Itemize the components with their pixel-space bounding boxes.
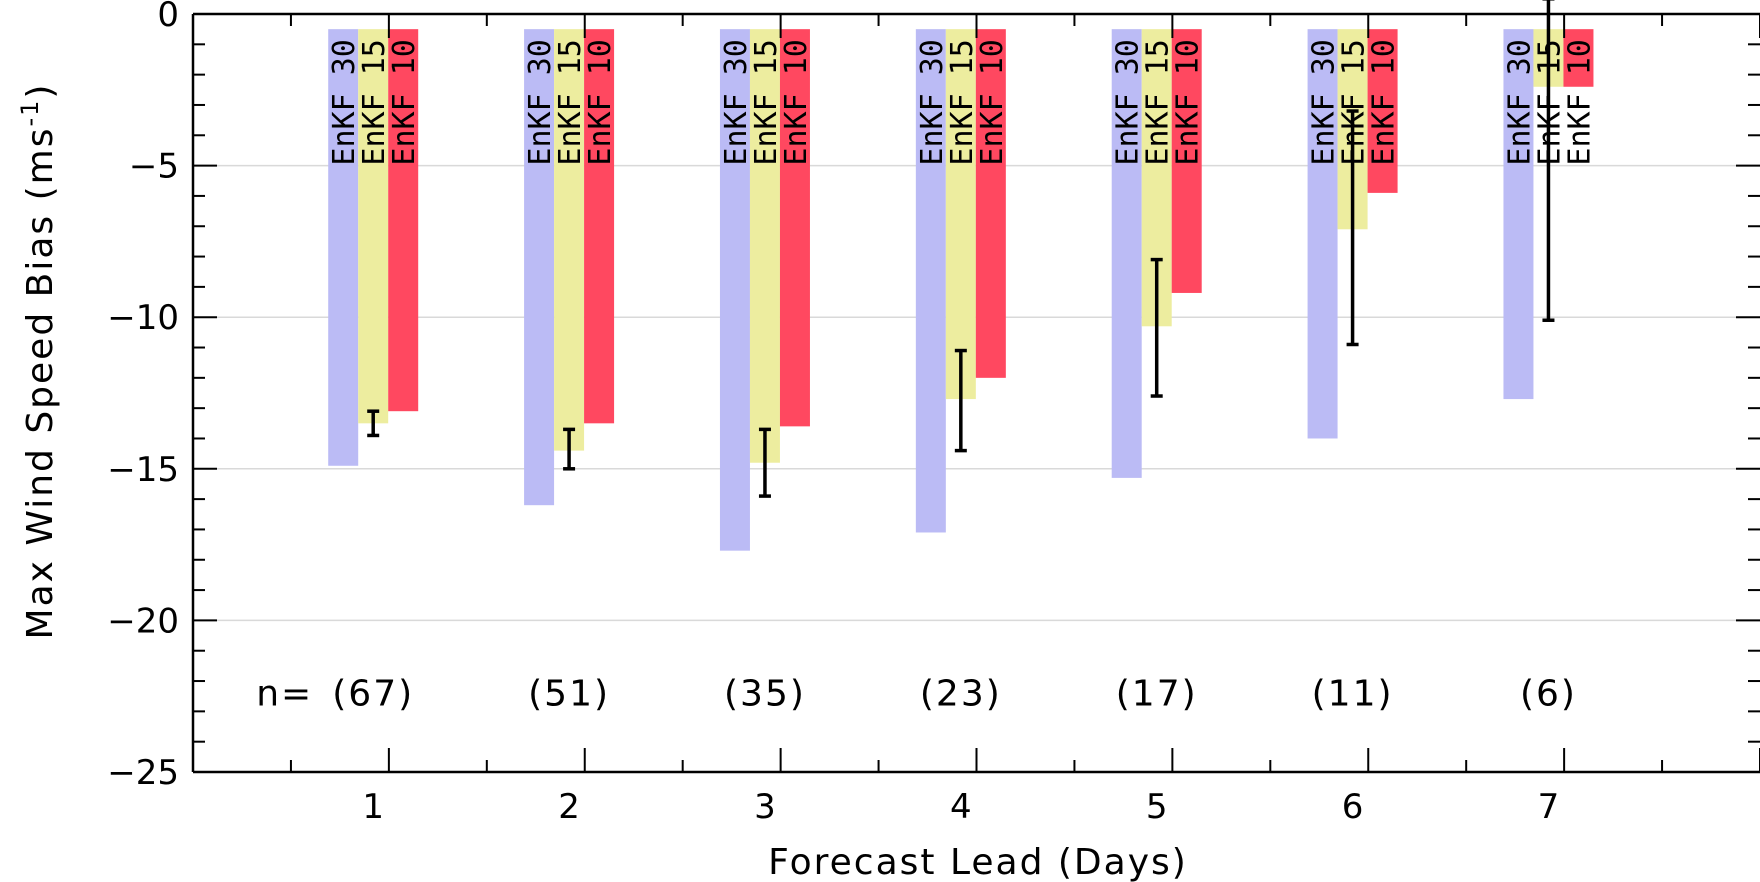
bar-label-2-day-4: EnKF 15: [945, 39, 980, 165]
bar-2-day-4: [945, 29, 976, 400]
bar-label-1-day-6: EnKF 30: [1307, 39, 1342, 165]
x-tick-label: 4: [950, 787, 972, 827]
x-tick-label: 5: [1146, 787, 1168, 827]
error-bar-layer: [367, 0, 1555, 498]
bar-1-day-3: [719, 29, 750, 551]
y-tick-label: −20: [107, 601, 179, 641]
bar-1-day-7: [1503, 29, 1534, 400]
bar-label-1-day-7: EnKF 30: [1502, 39, 1537, 165]
x-tick-label: 3: [754, 787, 776, 827]
bar-label-1-day-3: EnKF 30: [719, 39, 754, 165]
bar-label-3-day-1: EnKF 10: [387, 39, 422, 165]
sample-count-day-5: (17): [1116, 673, 1198, 714]
bar-label-3-day-4: EnKF 10: [975, 39, 1010, 165]
sample-count-day-1: (67): [332, 673, 414, 714]
bar-label-2-day-3: EnKF 15: [749, 39, 784, 165]
y-tick-label: −5: [129, 147, 179, 187]
axis-layer: [191, 12, 1760, 774]
bar-1-day-6: [1307, 29, 1338, 439]
sample-count-day-3: (35): [724, 673, 806, 714]
sample-count-prefix: n=: [256, 673, 313, 714]
sample-count-day-4: (23): [920, 673, 1002, 714]
y-tick-label: 0: [157, 0, 179, 35]
y-axis-title: Max Wind Speed Bias (ms-1): [16, 83, 61, 640]
y-tick-label: −25: [107, 753, 179, 793]
bar-label-1-day-1: EnKF 30: [327, 39, 362, 165]
bar-label-1-day-2: EnKF 30: [523, 39, 558, 165]
sample-count-layer: n= (67) (51) (35) (23) (17) (11) (6): [256, 673, 1577, 714]
bar-label-1-day-4: EnKF 30: [915, 39, 950, 165]
bar-3-day-7: [1563, 29, 1594, 87]
bar-2-day-2: [554, 29, 585, 451]
bar-3-day-3: [779, 29, 810, 427]
bar-label-3-day-6: EnKF 10: [1367, 39, 1402, 165]
bar-2-day-3: [749, 29, 780, 463]
bar-1-day-1: [328, 29, 359, 466]
tick-label-layer: 0 −5 −10 −15 −20 −25 1 2 3 4 5 6 7: [107, 0, 1559, 827]
y-tick-label: −10: [107, 298, 179, 338]
bar-label-2-day-2: EnKF 15: [553, 39, 588, 165]
sample-count-day-7: (6): [1520, 673, 1577, 714]
sample-count-day-6: (11): [1312, 673, 1394, 714]
x-tick-label: 2: [558, 787, 580, 827]
x-tick-label: 1: [362, 787, 384, 827]
bar-3-day-1: [388, 29, 419, 412]
bar-3-day-4: [975, 29, 1006, 378]
bar-label-3-day-7: EnKF 10: [1562, 39, 1597, 165]
y-tick-label: −15: [107, 450, 179, 490]
bar-1-day-4: [915, 29, 946, 533]
bar-label-3-day-2: EnKF 10: [583, 39, 618, 165]
bar-1-day-2: [524, 29, 555, 506]
bar-label-3-day-3: EnKF 10: [779, 39, 814, 165]
sample-count-day-2: (51): [528, 673, 610, 714]
bar-label-2-day-5: EnKF 15: [1141, 39, 1176, 165]
bar-3-day-2: [584, 29, 615, 424]
bar-label-layer: EnKF 30 EnKF 30 EnKF 30 EnKF 30 EnKF 30 EnKF …: [327, 39, 1597, 165]
bar-1-day-5: [1111, 29, 1142, 478]
bar-label-3-day-5: EnKF 10: [1171, 39, 1206, 165]
bar-3-day-6: [1367, 29, 1398, 193]
bar-label-1-day-5: EnKF 30: [1111, 39, 1146, 165]
x-tick-label: 6: [1342, 787, 1364, 827]
x-tick-label: 7: [1538, 787, 1560, 827]
x-axis-title: Forecast Lead (Days): [768, 842, 1188, 882]
bar-label-2-day-1: EnKF 15: [357, 39, 392, 165]
bar-2-day-1: [358, 29, 389, 424]
bar-3-day-5: [1171, 29, 1202, 293]
